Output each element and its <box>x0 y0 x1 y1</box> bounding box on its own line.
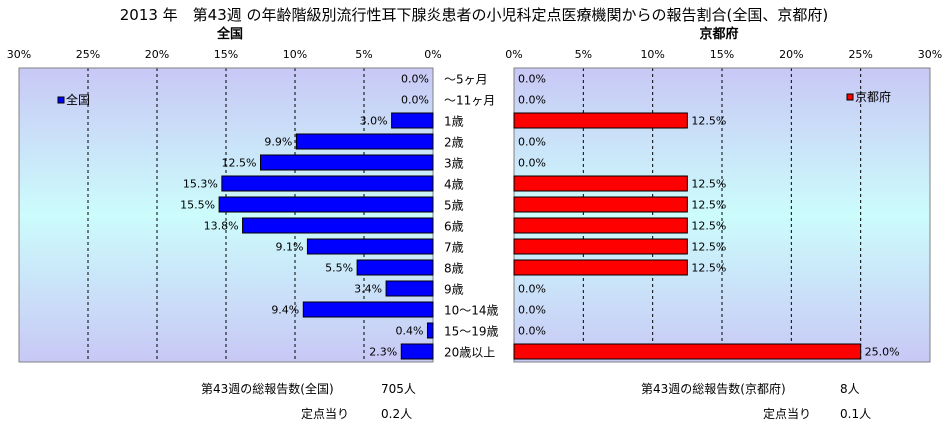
national-value-label: 9.9% <box>264 136 292 149</box>
kyoto-value-label: 0.0% <box>518 157 546 170</box>
national-reports-label: 第43週の総報告数(全国) <box>201 382 334 396</box>
national-value-label: 3.4% <box>354 283 382 296</box>
national-value-label: 9.1% <box>275 241 303 254</box>
kyoto-value-label: 0.0% <box>518 283 546 296</box>
national-legend-swatch <box>57 96 65 104</box>
left-tick-label: 20% <box>145 48 169 61</box>
national-bar <box>218 196 434 213</box>
kyoto-bar <box>513 196 688 213</box>
national-value-label: 0.0% <box>401 73 429 86</box>
category-label: 2歳 <box>444 136 464 150</box>
kyoto-per-site-label: 定点当り <box>763 407 812 421</box>
category-label: 4歳 <box>444 178 464 192</box>
national-value-label: 9.4% <box>271 304 299 317</box>
national-value-label: 3.0% <box>360 115 388 128</box>
national-value-label: 12.5% <box>222 157 257 170</box>
category-label: 3歳 <box>444 157 464 171</box>
national-value-label: 15.3% <box>183 178 218 191</box>
kyoto-value-label: 12.5% <box>691 199 726 212</box>
category-label: 6歳 <box>444 220 464 234</box>
kyoto-value-label: 25.0% <box>865 346 900 359</box>
national-per-site-label: 定点当り <box>301 407 350 421</box>
kyoto-value-label: 0.0% <box>518 73 546 86</box>
national-bar <box>302 301 434 318</box>
right-panel-title: 京都府 <box>699 26 738 42</box>
national-bar <box>295 133 434 150</box>
kyoto-bar <box>513 175 688 192</box>
right-tick-label: 15% <box>710 48 734 61</box>
national-reports-value: 705人 <box>381 382 416 396</box>
kyoto-value-label: 12.5% <box>691 220 726 233</box>
national-value-label: 0.4% <box>396 325 424 338</box>
national-bar <box>400 343 434 360</box>
left-tick-label: 15% <box>214 48 238 61</box>
chart-title: 2013 年 第43週 の年齢階級別流行性耳下腺炎患者の小児科定点医療機関からの… <box>120 6 829 24</box>
category-label: 5歳 <box>444 199 464 213</box>
left-tick-label: 25% <box>76 48 100 61</box>
kyoto-value-label: 12.5% <box>691 115 726 128</box>
kyoto-bar <box>513 259 688 276</box>
national-value-label: 2.3% <box>369 346 397 359</box>
right-tick-label: 5% <box>575 48 592 61</box>
left-tick-label: 10% <box>283 48 307 61</box>
national-bar <box>426 322 434 339</box>
category-label: 8歳 <box>444 262 464 276</box>
kyoto-bar <box>513 217 688 234</box>
category-label: 20歳以上 <box>444 346 495 360</box>
national-bar <box>391 112 434 129</box>
national-per-site-value: 0.2人 <box>381 407 413 421</box>
left-plot-border <box>18 67 434 363</box>
category-label: ～11ヶ月 <box>444 94 495 108</box>
kyoto-reports-label: 第43週の総報告数(京都府) <box>641 382 786 396</box>
category-label: ～5ヶ月 <box>444 73 488 87</box>
left-tick-label: 5% <box>355 48 372 61</box>
national-bar <box>260 154 434 171</box>
kyoto-legend-label: 京都府 <box>855 89 891 104</box>
national-bar <box>242 217 434 234</box>
kyoto-value-label: 12.5% <box>691 262 726 275</box>
national-value-label: 5.5% <box>325 262 353 275</box>
kyoto-value-label: 0.0% <box>518 304 546 317</box>
category-label: 9歳 <box>444 283 464 297</box>
kyoto-value-label: 0.0% <box>518 94 546 107</box>
national-bar <box>221 175 434 192</box>
right-tick-label: 25% <box>848 48 872 61</box>
kyoto-bar <box>513 343 862 360</box>
category-label: 10～14歳 <box>444 304 499 318</box>
kyoto-per-site-value: 0.1人 <box>840 407 872 421</box>
left-tick-label: 0% <box>424 48 441 61</box>
kyoto-value-label: 0.0% <box>518 136 546 149</box>
kyoto-legend-swatch <box>846 93 854 101</box>
right-tick-label: 10% <box>640 48 664 61</box>
national-value-label: 13.8% <box>204 220 239 233</box>
kyoto-value-label: 12.5% <box>691 241 726 254</box>
national-bar <box>356 259 434 276</box>
kyoto-value-label: 0.0% <box>518 325 546 338</box>
national-value-label: 0.0% <box>401 94 429 107</box>
right-plot-border <box>513 67 931 363</box>
national-legend-label: 全国 <box>66 92 90 107</box>
right-tick-label: 0% <box>505 48 522 61</box>
category-label: 15～19歳 <box>444 325 499 339</box>
left-panel-title: 全国 <box>216 26 243 42</box>
national-value-label: 15.5% <box>180 199 215 212</box>
category-label: 1歳 <box>444 115 464 129</box>
kyoto-value-label: 12.5% <box>691 178 726 191</box>
category-label: 7歳 <box>444 241 464 255</box>
kyoto-bar <box>513 238 688 255</box>
left-tick-label: 30% <box>7 48 31 61</box>
right-tick-label: 30% <box>918 48 942 61</box>
kyoto-bar <box>513 112 688 129</box>
national-bar <box>306 238 434 255</box>
national-bar <box>385 280 434 297</box>
right-tick-label: 20% <box>779 48 803 61</box>
kyoto-reports-value: 8人 <box>840 382 860 396</box>
